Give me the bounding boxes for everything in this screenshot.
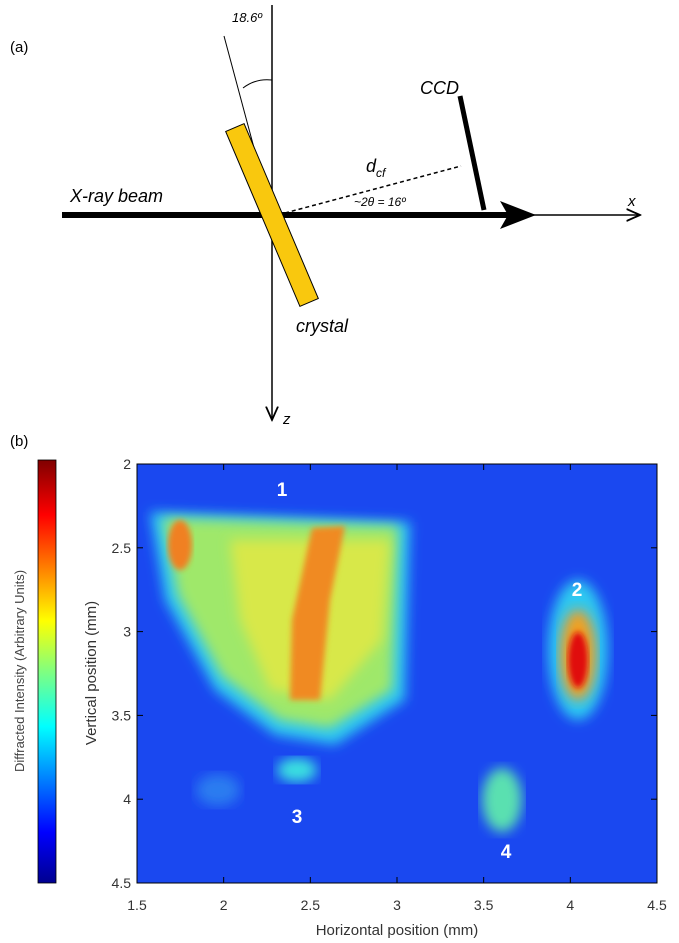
- panel-label: (a): [10, 39, 28, 56]
- x-tick-label: 4.5: [647, 897, 667, 913]
- angle-arc: [242, 79, 273, 89]
- beam-arrowhead: [500, 201, 536, 229]
- region-body: [482, 768, 522, 832]
- distance-symbol: d: [366, 156, 377, 176]
- z-axis-label: z: [282, 411, 291, 428]
- x-tick-label: 4: [566, 897, 574, 913]
- y-tick-label: 2.5: [112, 540, 132, 556]
- y-tick-label: 4: [123, 791, 131, 807]
- region-streak: [168, 520, 192, 570]
- y-tick-label: 3.5: [112, 707, 132, 723]
- y-tick-label: 3: [123, 624, 131, 640]
- ccd: [457, 95, 487, 211]
- x-axis-title: Horizontal position (mm): [316, 922, 479, 939]
- y-tick-label: 2: [123, 456, 131, 472]
- x-tick-label: 3.5: [474, 897, 494, 913]
- intensity-map: [137, 464, 657, 883]
- crystal-label: crystal: [296, 316, 349, 336]
- region-label: 1: [277, 480, 288, 501]
- region-core: [568, 632, 588, 688]
- colorbar-label: Diffracted Intensity (Arbitrary Units): [12, 570, 27, 772]
- x-tick-label: 1.5: [127, 897, 147, 913]
- ccd-label: CCD: [420, 78, 459, 98]
- x-tick-label: 2.5: [301, 897, 321, 913]
- region-label: 2: [572, 580, 583, 601]
- distance-subscript: cf: [376, 166, 387, 180]
- region-streak: [290, 526, 345, 700]
- y-tick-label: 4.5: [112, 875, 132, 891]
- panel-label: (b): [10, 433, 28, 450]
- x-tick-label: 2: [220, 897, 228, 913]
- region-label: 4: [501, 842, 512, 863]
- distance-label: dcf: [366, 156, 387, 180]
- colorbar: [37, 459, 57, 884]
- angle-label: 18.6º: [232, 10, 263, 25]
- distance-line: [284, 165, 462, 214]
- scatter-label: ~2θ = 16º: [354, 195, 406, 209]
- region-label: 3: [292, 807, 303, 828]
- region-faint: [196, 774, 240, 806]
- x-axis-label: x: [627, 193, 636, 210]
- region-body: [277, 758, 317, 782]
- y-axis-title: Vertical position (mm): [83, 601, 100, 745]
- crystal: [225, 122, 319, 308]
- x-tick-label: 3: [393, 897, 401, 913]
- beam-label: X-ray beam: [69, 186, 163, 206]
